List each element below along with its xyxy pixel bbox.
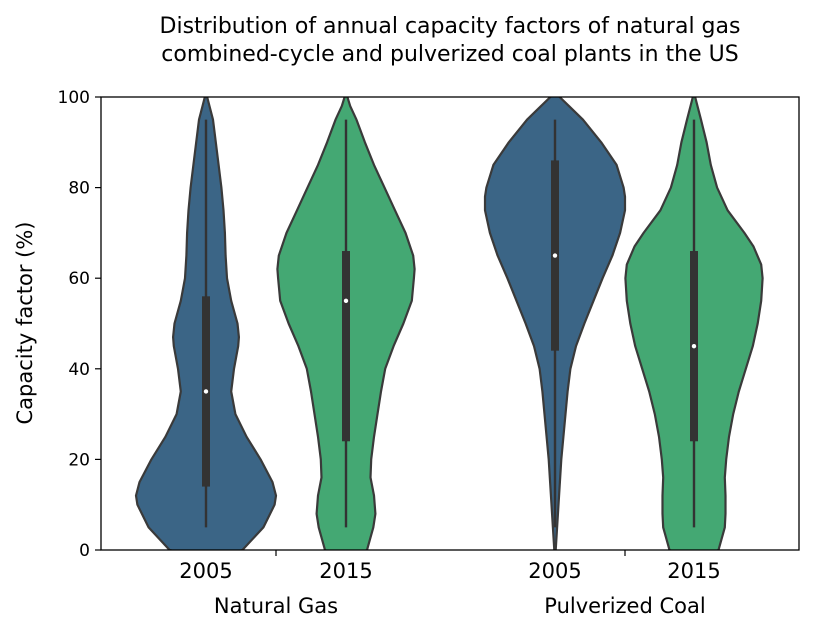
- y-tick-label: 60: [68, 269, 90, 289]
- y-axis: 0 20 40 60 80 100: [58, 88, 101, 561]
- plot-frame: [100, 96, 800, 551]
- y-tick-label: 20: [68, 450, 90, 470]
- x-group-label: Natural Gas: [214, 594, 338, 618]
- violin-median-point: [552, 253, 558, 258]
- violin-median-point: [691, 343, 697, 349]
- y-tick-label: 100: [58, 88, 90, 108]
- y-tick-label: 80: [68, 179, 90, 199]
- x-axis: 2005 2015 Natural Gas 2005 2015 Pulverized Co…: [179, 550, 721, 618]
- violin-median-point: [343, 298, 349, 304]
- x-tick-label: 2005: [179, 559, 232, 583]
- y-axis-label: Capacity factor (%): [13, 222, 37, 425]
- violin-natural-gas-2015: [276, 97, 416, 550]
- violin-pulverized-coal-2005: [483, 97, 627, 550]
- violin-natural-gas-2005: [134, 97, 278, 550]
- violin-iqr-box: [342, 251, 350, 442]
- y-tick-label: 40: [68, 360, 90, 380]
- x-tick-label: 2015: [667, 559, 720, 583]
- y-tick-label: 0: [79, 541, 90, 561]
- chart-title-line-2: combined-cycle and pulverized coal plant…: [161, 42, 738, 67]
- violin-pulverized-coal-2015: [624, 97, 764, 550]
- chart-title-line-1: Distribution of annual capacity factors …: [160, 14, 741, 39]
- x-tick-label: 2005: [528, 559, 581, 583]
- violin-median-point: [203, 389, 209, 394]
- x-tick-label: 2015: [319, 559, 372, 583]
- plot-area: [134, 97, 764, 550]
- x-group-label: Pulverized Coal: [544, 594, 705, 618]
